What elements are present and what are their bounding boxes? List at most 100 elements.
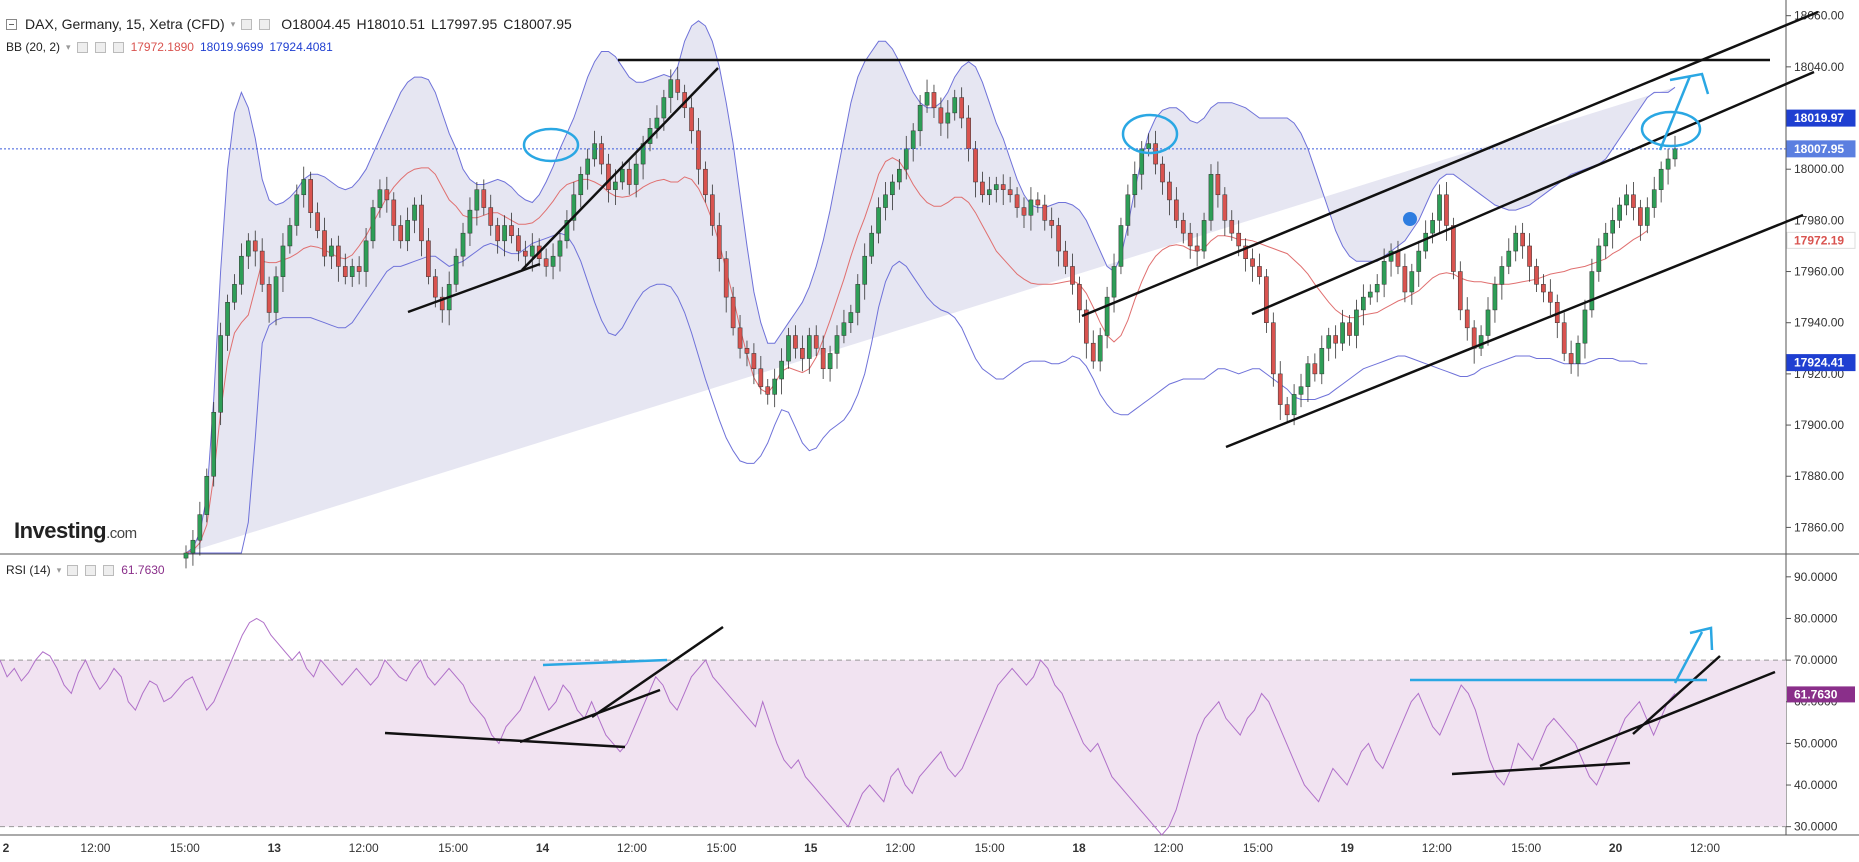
settings-icon[interactable] <box>94 41 106 53</box>
candle-body <box>1568 353 1574 364</box>
eye-icon[interactable] <box>241 18 253 30</box>
candle-body <box>1077 284 1082 311</box>
candle-body <box>1222 194 1228 221</box>
candle-body <box>1326 335 1332 349</box>
price-label-text: 18019.97 <box>1794 111 1844 125</box>
candle-body <box>883 194 888 208</box>
candle-body <box>516 235 521 252</box>
candle-body <box>384 189 390 201</box>
candle-body <box>1305 363 1311 387</box>
chevron-down-icon[interactable]: ▾ <box>230 18 236 29</box>
time-tick-label: 15:00 <box>1511 841 1541 855</box>
candle-body <box>252 240 258 252</box>
trendline <box>1632 655 1721 735</box>
time-tick-label: 18 <box>1072 841 1086 855</box>
candle-body <box>1284 404 1290 416</box>
chevron-down-icon[interactable]: ▾ <box>66 41 71 52</box>
ohlc-close-label: C <box>503 16 514 32</box>
rsi-tick-label: 30.0000 <box>1794 820 1838 834</box>
close-icon[interactable] <box>103 564 115 576</box>
candle-body <box>952 97 958 114</box>
bb-legend: BB (20, 2) ▾ 17972.1890 18019.9699 17924… <box>6 40 333 54</box>
logo-suffix: .com <box>106 525 137 542</box>
candle-body <box>710 194 715 226</box>
candle-body <box>1638 207 1643 226</box>
candle-body <box>419 204 424 242</box>
time-tick-label: 2 <box>3 841 10 855</box>
candle-body <box>1028 199 1034 216</box>
rsi-tick-label: 50.0000 <box>1794 736 1838 750</box>
candle-body <box>1111 266 1117 298</box>
candle-body <box>1042 204 1048 221</box>
candle-body <box>987 189 992 196</box>
candle-body <box>1097 335 1103 362</box>
ohlc-high: 18010.51 <box>366 16 426 32</box>
candle-body <box>426 240 431 277</box>
candle-body <box>1333 335 1338 344</box>
candle-body <box>246 240 251 257</box>
trendline <box>542 658 668 667</box>
bb-label: BB (20, 2) <box>6 40 61 54</box>
candle-body <box>973 148 978 183</box>
candle-body <box>1596 245 1602 272</box>
candle-body <box>1451 225 1456 272</box>
candle-body <box>1492 284 1498 311</box>
candle-body <box>1174 199 1179 221</box>
candle-body <box>1340 322 1345 344</box>
candle-body <box>862 255 868 285</box>
candle-body <box>716 225 722 260</box>
settings-icon[interactable] <box>85 564 97 576</box>
candle-body <box>1215 174 1221 196</box>
bollinger-basis-line <box>185 157 1648 554</box>
price-tick-label: 17980.00 <box>1794 213 1844 227</box>
chevron-down-icon[interactable]: ▾ <box>56 564 62 575</box>
time-tick-label: 12:00 <box>349 841 379 855</box>
candle-body <box>813 335 819 349</box>
rsi-breakout-arrow <box>1673 631 1704 684</box>
time-tick-label: 12:00 <box>1422 841 1452 855</box>
candle-body <box>1208 174 1214 221</box>
candle-body <box>529 245 535 257</box>
candle-body <box>661 97 667 119</box>
logo-text: Investing <box>14 518 107 543</box>
candle-body <box>1236 232 1242 247</box>
candle-body <box>772 378 778 395</box>
eye-icon[interactable] <box>76 41 88 53</box>
candle-body <box>349 266 355 277</box>
candle-body <box>1257 266 1262 277</box>
candle-body <box>308 179 313 213</box>
eye-icon[interactable] <box>67 564 79 576</box>
candle-body <box>225 301 230 336</box>
candle-body <box>1658 168 1664 190</box>
candle-body <box>1083 309 1089 344</box>
rsi-last-box <box>1787 686 1855 703</box>
candle-body <box>273 276 279 313</box>
price-tick-label: 18060.00 <box>1794 9 1844 23</box>
candle-body <box>1631 194 1636 208</box>
candle-body <box>876 207 881 234</box>
settings-icon[interactable] <box>259 18 271 30</box>
highlight-circle <box>1640 110 1702 148</box>
candle-body <box>1264 276 1269 323</box>
price-label-box <box>1786 140 1856 158</box>
time-tick-label: 20 <box>1609 841 1623 855</box>
candle-body <box>723 258 729 298</box>
collapse-icon[interactable] <box>6 18 17 30</box>
candle-body <box>848 312 854 323</box>
candle-body <box>806 335 812 359</box>
candle-body <box>959 97 964 119</box>
candle-body <box>1250 258 1255 267</box>
candle-body <box>1548 291 1553 303</box>
time-tick-label: 12:00 <box>1690 841 1720 855</box>
candle-body <box>980 181 985 196</box>
candle-body <box>1416 250 1422 272</box>
time-tick-label: 12:00 <box>617 841 647 855</box>
rsi-legend: RSI (14) ▾ 61.7630 <box>6 563 165 577</box>
candle-body <box>1291 394 1297 416</box>
close-icon[interactable] <box>112 41 124 53</box>
candle-body <box>232 284 237 303</box>
candle-body <box>1575 342 1581 364</box>
candle-body <box>585 158 591 175</box>
ohlc-open: 18004.45 <box>292 16 351 32</box>
